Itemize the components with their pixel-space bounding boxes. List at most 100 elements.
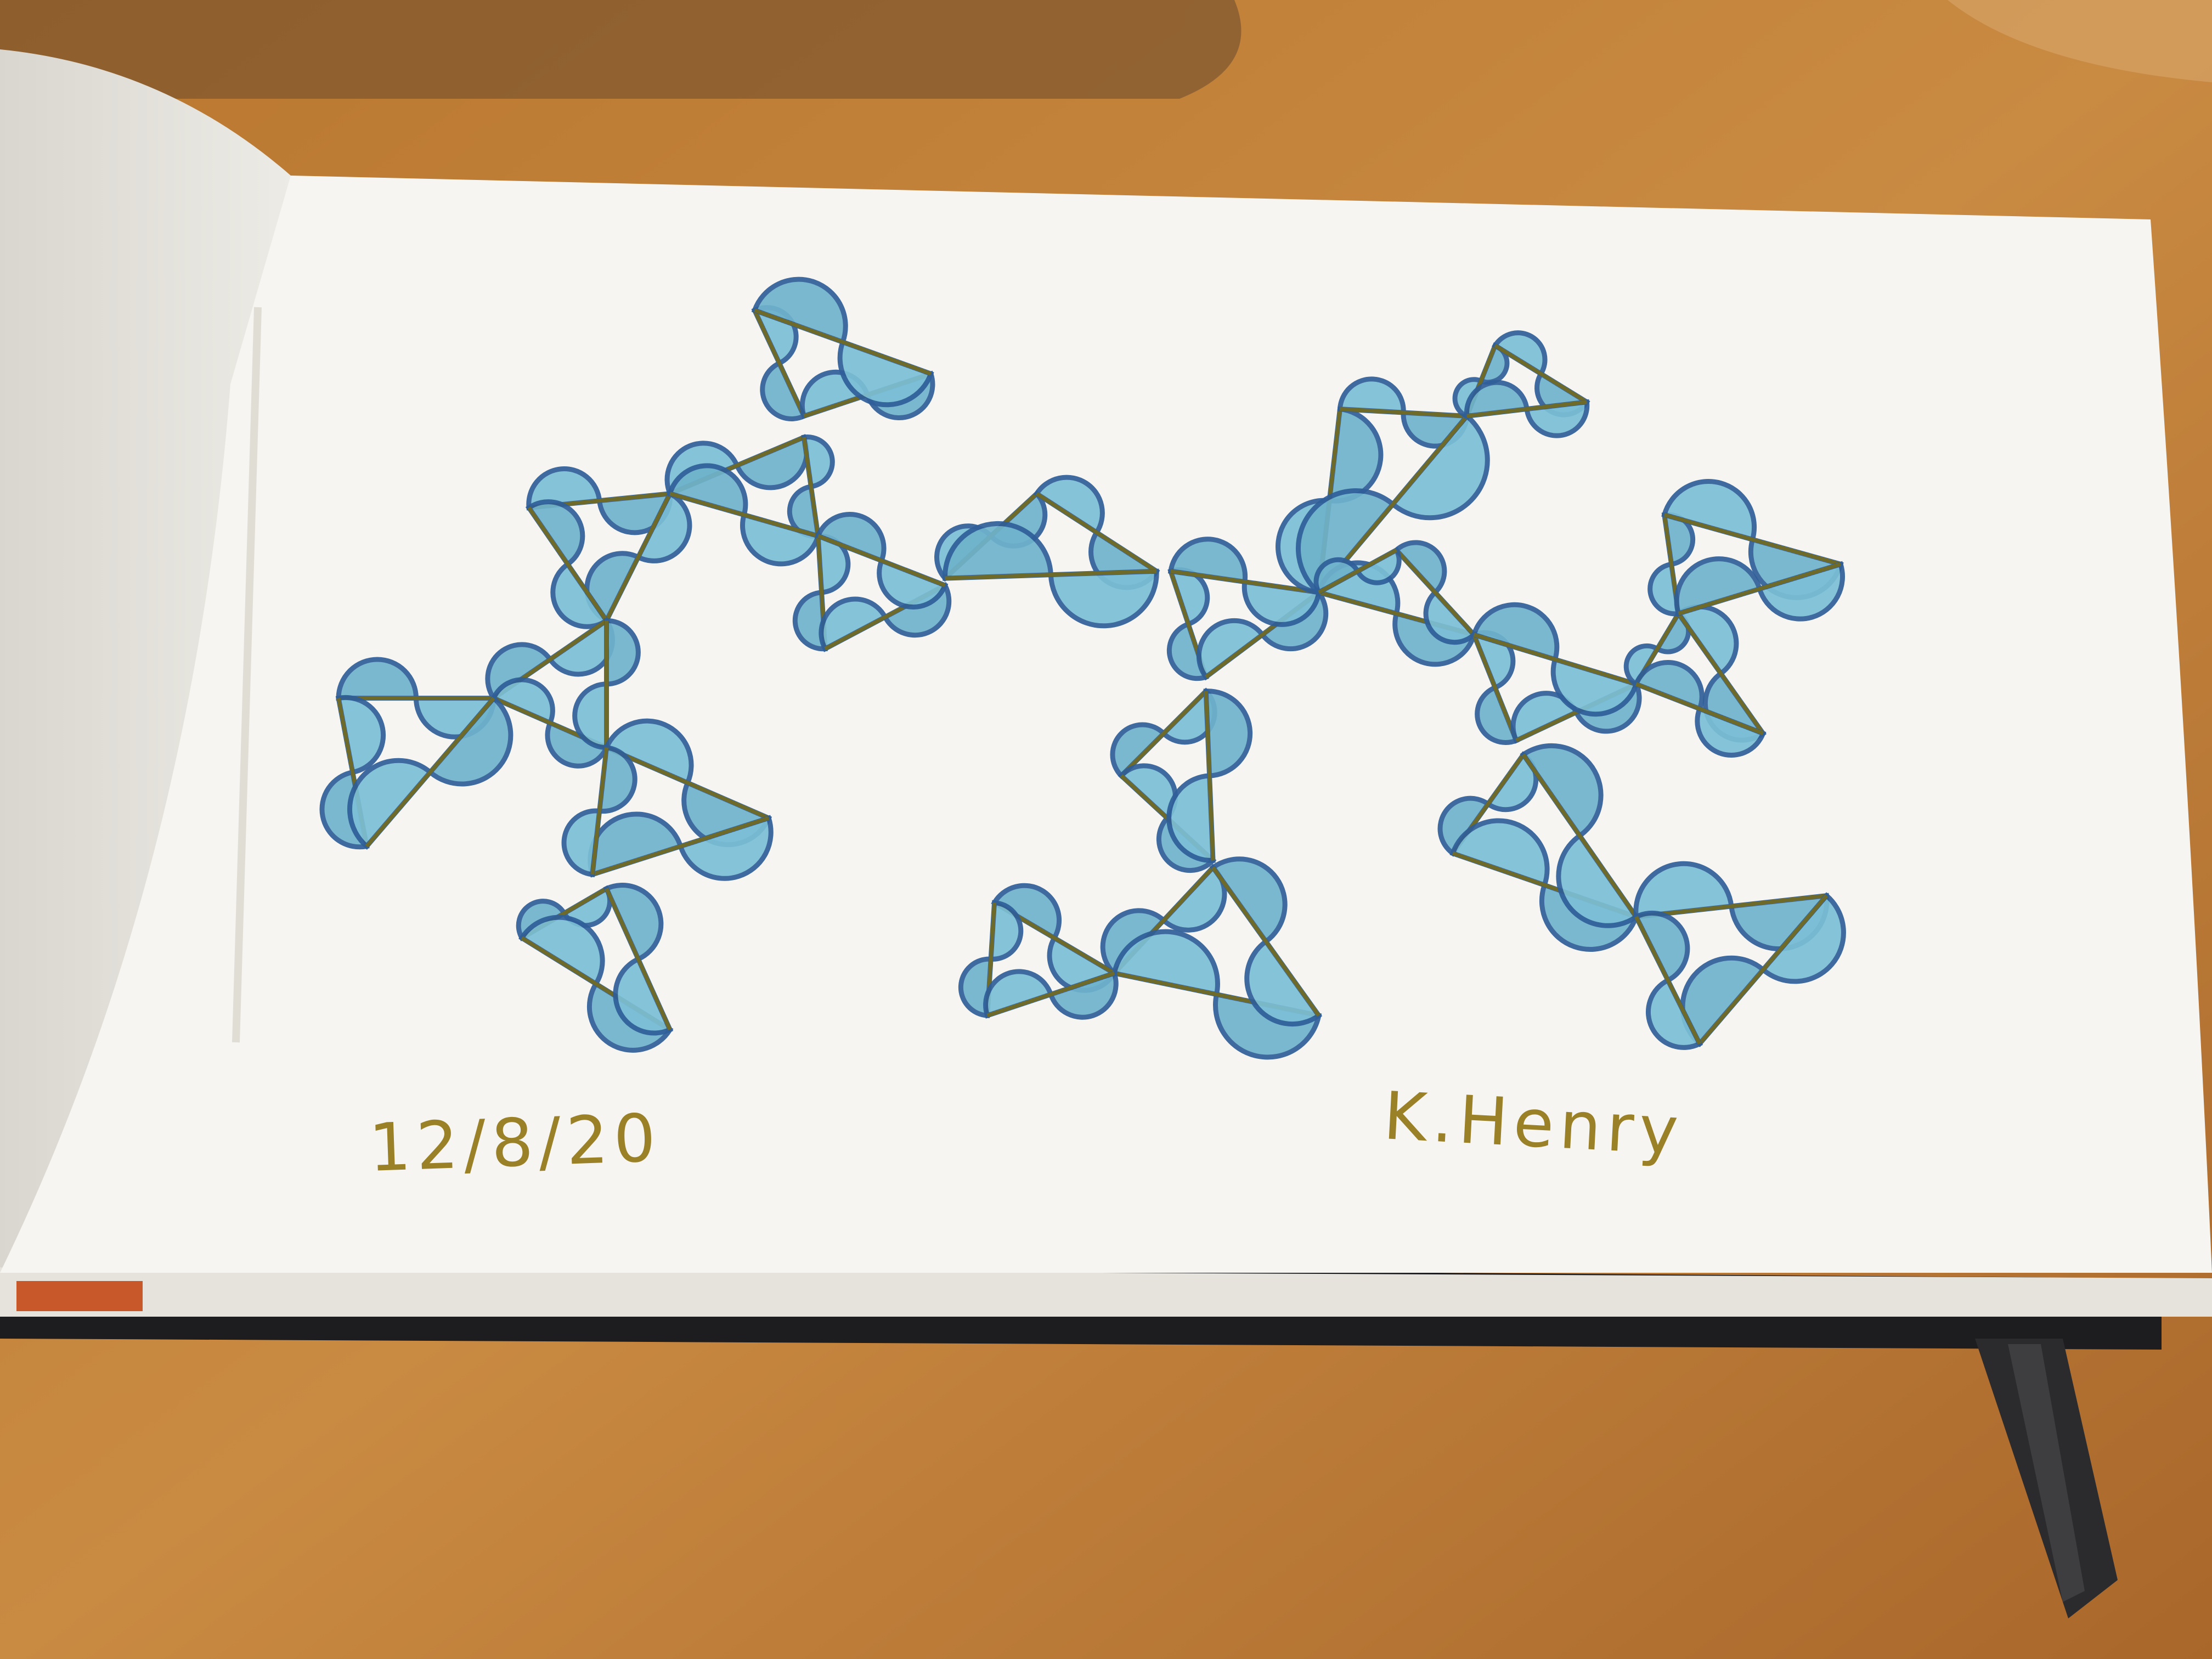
edge-line — [1663, 513, 1842, 566]
edge-line — [1494, 343, 1588, 404]
petal — [596, 744, 637, 814]
petal — [1645, 977, 1703, 1050]
signature-text: K.Henry — [1381, 1078, 1685, 1170]
petal — [1524, 399, 1590, 438]
petal — [526, 466, 602, 511]
petal — [815, 511, 887, 564]
petal — [1166, 773, 1216, 863]
petal — [1354, 546, 1402, 585]
edge-line — [669, 492, 819, 538]
edge-line — [1677, 612, 1765, 735]
petal — [603, 883, 664, 963]
petal — [1167, 537, 1248, 585]
petal — [1471, 602, 1560, 663]
petal — [1209, 856, 1287, 945]
edge-line — [1120, 690, 1207, 777]
page-edges — [0, 1267, 2212, 1317]
petal — [1695, 706, 1767, 758]
ribbon-highlight — [2008, 1344, 2085, 1602]
edge-line — [605, 888, 672, 1031]
petal — [1556, 832, 1640, 928]
edge-line — [1635, 682, 1764, 736]
background-object — [0, 0, 1242, 99]
petal — [561, 808, 602, 877]
petal — [1475, 684, 1520, 745]
edge-line — [1035, 492, 1158, 573]
petal — [1389, 413, 1490, 521]
petal — [677, 815, 774, 881]
petal — [525, 499, 585, 568]
sticker — [16, 1281, 143, 1311]
petal — [1633, 911, 1690, 984]
petal — [991, 883, 1062, 941]
petal — [1449, 818, 1550, 889]
petal — [1464, 380, 1530, 419]
edge-line — [1204, 691, 1215, 861]
petal — [336, 657, 419, 701]
petal — [1623, 643, 1661, 688]
edge-line — [605, 493, 672, 622]
petal — [760, 360, 808, 421]
petal — [1203, 689, 1252, 778]
petal — [545, 719, 610, 769]
petal — [1392, 540, 1447, 596]
petal — [1110, 722, 1167, 780]
edge-line — [365, 697, 495, 848]
triangle-drawing — [319, 276, 1846, 1060]
petal — [983, 969, 1054, 1019]
petal — [1661, 479, 1757, 543]
petal — [943, 521, 1054, 581]
petal — [1213, 991, 1322, 1060]
petal — [1337, 376, 1406, 415]
edge-line — [1521, 753, 1638, 918]
edge-line — [986, 971, 1115, 1018]
petal — [572, 681, 610, 751]
edge-line — [1473, 633, 1637, 686]
binding-fold — [232, 307, 262, 1043]
edge-line — [1678, 562, 1842, 616]
edge-line — [590, 747, 609, 875]
petal — [1047, 970, 1119, 1020]
petal — [603, 718, 694, 786]
petal — [1111, 929, 1220, 997]
petal — [1392, 610, 1477, 667]
petal — [877, 557, 949, 610]
edge-line — [945, 569, 1157, 580]
edge-line — [1211, 866, 1321, 1017]
petal — [988, 900, 1024, 962]
edge-line — [527, 506, 608, 622]
light-reflection — [1948, 0, 2212, 82]
petal — [1633, 861, 1734, 920]
petal — [1048, 568, 1159, 628]
petal — [1550, 656, 1639, 717]
petal — [550, 561, 610, 629]
edge-line — [1318, 548, 1397, 594]
date-text: 12/8/20 — [368, 1100, 662, 1187]
edge-line — [802, 437, 820, 537]
petal — [635, 490, 692, 563]
petal — [518, 915, 605, 988]
petal — [613, 956, 674, 1036]
petal — [1423, 589, 1478, 645]
petal — [1756, 561, 1845, 622]
petal — [751, 276, 848, 346]
petal — [604, 618, 641, 687]
edge-line — [1466, 400, 1587, 418]
petal — [1633, 660, 1705, 712]
petal — [347, 758, 434, 850]
edge-line — [754, 308, 932, 376]
petal — [1197, 618, 1266, 681]
edge-line — [1698, 894, 1829, 1045]
petal — [1437, 795, 1492, 857]
petal — [1244, 938, 1323, 1027]
edge-line — [591, 816, 770, 877]
petal — [819, 596, 889, 652]
edge-line — [1340, 407, 1468, 418]
right-page — [0, 176, 2212, 1273]
petal — [740, 511, 821, 567]
petal — [1759, 892, 1846, 984]
petal — [1033, 475, 1105, 536]
petal — [426, 695, 513, 787]
